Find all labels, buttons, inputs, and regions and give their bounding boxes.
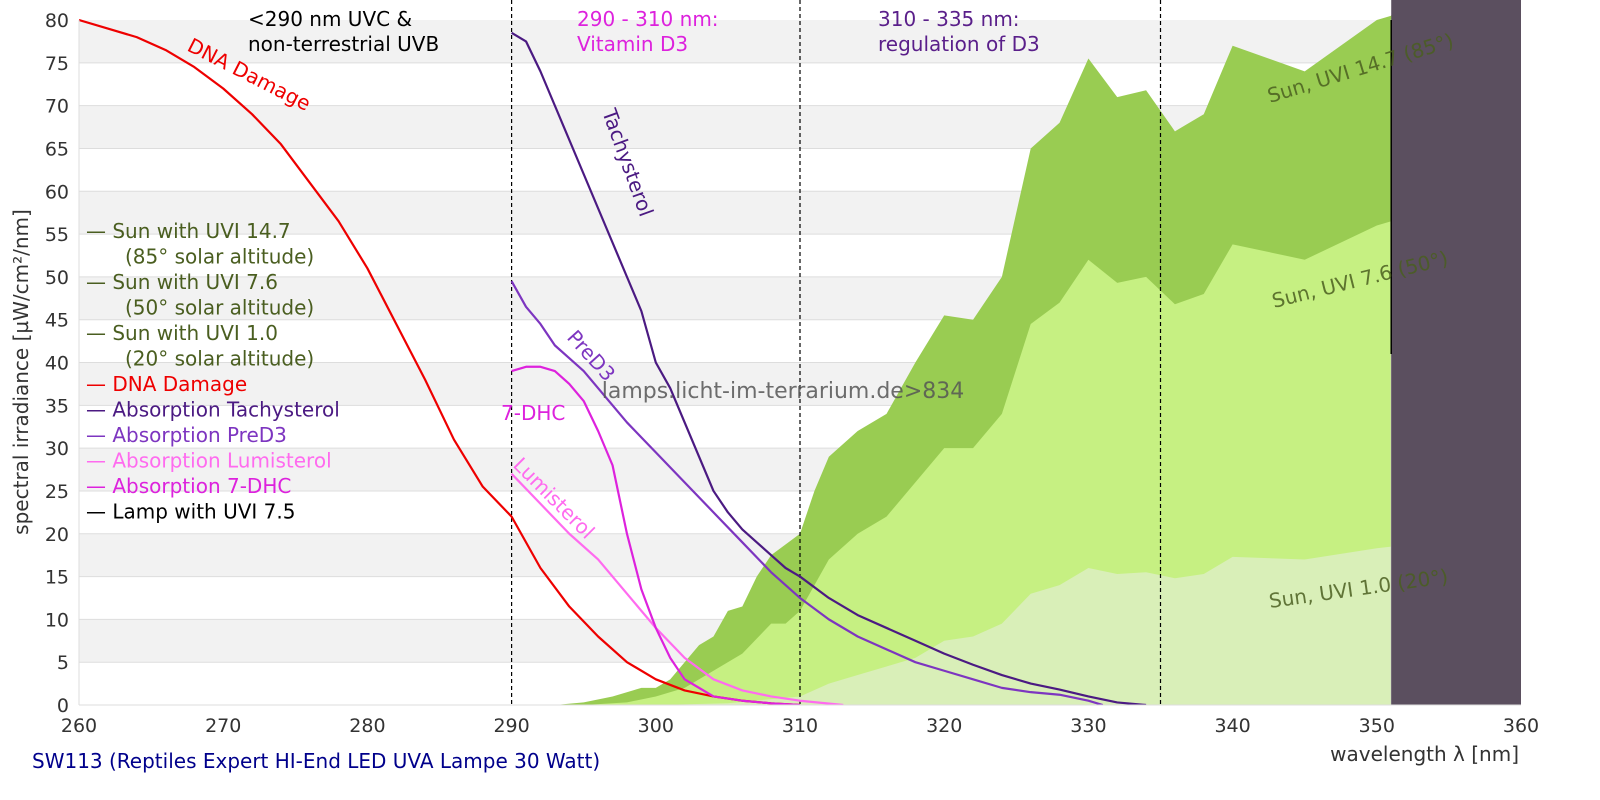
y-axis-label: spectral irradiance [µW/cm²/nm] xyxy=(9,209,33,535)
legend-item: — Sun with UVI 14.7 xyxy=(86,219,291,243)
x-tick-label: 340 xyxy=(1214,715,1250,737)
region-label: Vitamin D3 xyxy=(577,32,688,56)
series-dna-damage xyxy=(79,18,801,705)
legend: — Sun with UVI 14.7(85° solar altitude)—… xyxy=(86,219,340,524)
y-tick-label: 40 xyxy=(45,353,69,375)
y-tick-label: 55 xyxy=(45,224,69,246)
area-sun-uvi-1-0-20- xyxy=(655,541,1521,705)
y-tick-label: 70 xyxy=(45,96,69,118)
x-axis-label: wavelength λ [nm] xyxy=(1330,742,1519,766)
x-tick-label: 320 xyxy=(926,715,962,737)
x-tick-label: 270 xyxy=(205,715,241,737)
y-tick-label: 10 xyxy=(45,609,69,631)
y-tick-label: 50 xyxy=(45,267,69,289)
region-label: regulation of D3 xyxy=(878,32,1040,56)
series-pred3 xyxy=(510,280,1104,705)
y-tick-label: 30 xyxy=(45,438,69,460)
x-tick-label: 350 xyxy=(1359,715,1395,737)
y-tick-label: 65 xyxy=(45,138,69,160)
series-tachysterol xyxy=(511,31,1147,705)
y-tick-label: 0 xyxy=(57,695,69,717)
legend-item: — Sun with UVI 1.0 xyxy=(86,321,278,345)
y-tick-label: 15 xyxy=(45,567,69,589)
x-tick-label: 360 xyxy=(1503,715,1539,737)
region-boundaries xyxy=(511,0,1162,705)
series-lines xyxy=(79,18,1392,705)
y-tick-label: 5 xyxy=(57,652,69,674)
grid-band xyxy=(79,20,1521,63)
legend-item-sub: (50° solar altitude) xyxy=(125,296,314,320)
y-tick-label: 45 xyxy=(45,310,69,332)
legend-item: — Absorption Lumisterol xyxy=(86,449,332,473)
series-lumisterol xyxy=(510,473,844,705)
legend-item: — Absorption 7-DHC xyxy=(86,474,291,498)
region-label: 290 - 310 nm: xyxy=(577,7,719,31)
region-label: <290 nm UVC & xyxy=(248,7,412,31)
y-tick-label: 25 xyxy=(45,481,69,503)
y-tick-label: 80 xyxy=(45,10,69,32)
sun-areas xyxy=(554,0,1521,705)
region-label: 310 - 335 nm: xyxy=(878,7,1020,31)
y-tick-label: 60 xyxy=(45,181,69,203)
y-tick-label: 20 xyxy=(45,524,69,546)
legend-item: — Lamp with UVI 7.5 xyxy=(86,500,295,524)
region-labels: <290 nm UVC &non-terrestrial UVB 290 - 31… xyxy=(248,7,1040,56)
label-7dhc: 7-DHC xyxy=(501,401,565,425)
region-label: non-terrestrial UVB xyxy=(248,32,439,56)
y-tick-label: 35 xyxy=(45,395,69,417)
y-tick-label: 75 xyxy=(45,53,69,75)
watermark: lamps.licht-im-terrarium.de>834 xyxy=(602,379,965,404)
legend-item: — Sun with UVI 7.6 xyxy=(86,270,278,294)
x-tick-label: 310 xyxy=(782,715,818,737)
legend-item-sub: (20° solar altitude) xyxy=(125,347,314,371)
x-tick-label: 330 xyxy=(1070,715,1106,737)
legend-item: — Absorption Tachysterol xyxy=(86,398,340,422)
x-tick-label: 290 xyxy=(493,715,529,737)
legend-item: — DNA Damage xyxy=(86,372,247,396)
lamp-region xyxy=(1391,0,1521,705)
chart-title: SW113 (Reptiles Expert HI-End LED UVA La… xyxy=(32,749,600,773)
axes: 0 5 10 15 20 25 30 35 40 45 50 55 60 65 70 75 80 260 270 28… xyxy=(45,10,1539,737)
x-tick-label: 260 xyxy=(61,715,97,737)
x-tick-label: 280 xyxy=(349,715,385,737)
series-7-dhc xyxy=(511,365,801,705)
legend-item: — Absorption PreD3 xyxy=(86,423,287,447)
legend-item-sub: (85° solar altitude) xyxy=(125,245,314,269)
x-tick-label: 300 xyxy=(638,715,674,737)
